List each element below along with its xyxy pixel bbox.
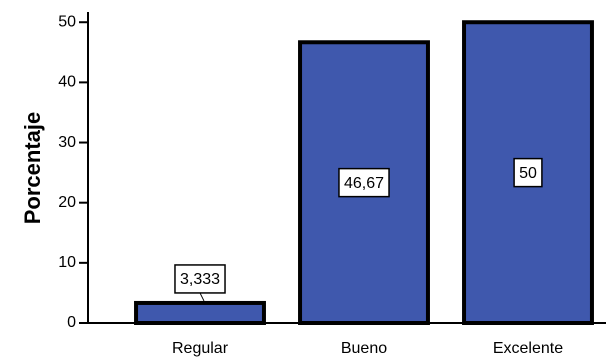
value-label-box [513, 157, 543, 188]
y-axis-label: Porcentaje [20, 112, 45, 225]
y-tick-label: 20 [58, 194, 76, 211]
x-tick-label: Bueno [341, 340, 387, 357]
y-tick-label: 40 [58, 74, 76, 91]
x-tick-label: Regular [172, 340, 229, 357]
y-tick-label: 10 [58, 254, 76, 271]
value-label-box [338, 167, 390, 198]
x-tick-label: Excelente [493, 340, 563, 357]
label-leader [199, 292, 205, 302]
bar [134, 300, 266, 326]
y-tick-label: 30 [58, 134, 76, 151]
value-label: 46,67 [344, 175, 384, 192]
bar [462, 20, 594, 325]
value-label: 50 [519, 165, 537, 182]
value-label: 3,333 [180, 271, 220, 288]
y-tick-label: 50 [58, 13, 76, 30]
value-label-box [174, 264, 226, 294]
y-tick-label: 0 [67, 314, 76, 331]
